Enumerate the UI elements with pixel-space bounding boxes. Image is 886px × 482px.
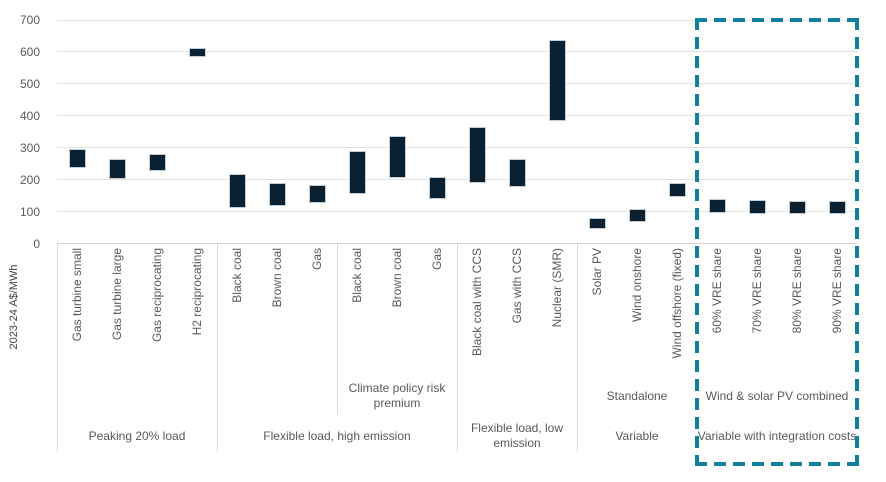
range-bar-9-gas (428, 177, 446, 200)
gridline-600 (57, 51, 857, 53)
category-label-7-black-coal: Black coal (350, 248, 364, 303)
range-bar-14-wind-onshore (628, 209, 646, 223)
range-bar-4-black-coal (228, 173, 246, 209)
group-label-peaking-20-load: Peaking 20% load (88, 428, 186, 443)
category-label-0-gas-turbine-small: Gas turbine small (70, 248, 84, 342)
range-bar-15-wind-offshore-fixed (668, 182, 686, 198)
y-tick-label-500: 500 (19, 76, 40, 91)
gridline-200 (57, 179, 857, 181)
category-label-2-gas-reciprocating: Gas reciprocating (150, 248, 164, 343)
range-bar-0-gas-turbine-small (68, 149, 86, 169)
group-label-flexible-load-high-emission: Flexible load, high emission (263, 428, 411, 443)
highlight-box-variable-integration (695, 18, 859, 466)
subgroup-label-climate-policy-risk-premium: Climate policy risk premium (348, 381, 446, 410)
range-bar-10-black-coal-with-ccs (468, 126, 486, 183)
category-label-11-gas-with-ccs: Gas with CCS (510, 248, 524, 324)
y-tick-label-0: 0 (33, 236, 40, 251)
axis-separator (57, 243, 58, 451)
range-bar-1-gas-turbine-large (108, 158, 126, 179)
category-label-8-brown-coal: Brown coal (390, 248, 404, 308)
gridline-100 (57, 211, 857, 213)
range-bar-5-brown-coal (268, 182, 286, 207)
range-bar-12-nuclear-smr (548, 40, 566, 121)
category-label-3-h2-reciprocating: H2 reciprocating (190, 248, 204, 336)
group-label-flexible-load-low-emission: Flexible load, low emission (470, 421, 564, 450)
range-bar-13-solar-pv (588, 217, 606, 229)
y-tick-label-600: 600 (19, 44, 40, 59)
range-bar-6-gas (308, 185, 326, 203)
category-label-1-gas-turbine-large: Gas turbine large (110, 248, 124, 341)
category-label-5-brown-coal: Brown coal (270, 248, 284, 308)
gridline-500 (57, 83, 857, 85)
y-axis-title: 2023-24 A$/MWh (8, 264, 20, 350)
category-label-9-gas: Gas (430, 248, 444, 271)
axis-separator (577, 243, 578, 451)
gridline-400 (57, 115, 857, 117)
range-bar-2-gas-reciprocating (148, 154, 166, 171)
category-label-14-wind-onshore: Wind onshore (630, 248, 644, 323)
group-label-variable: Variable (615, 428, 659, 443)
category-label-12-nuclear-smr: Nuclear (SMR) (550, 248, 564, 328)
gridline-700 (57, 19, 857, 21)
axis-subseparator (337, 243, 338, 414)
y-tick-label-300: 300 (19, 140, 40, 155)
range-bar-8-brown-coal (388, 135, 406, 178)
y-tick-label-700: 700 (19, 13, 40, 27)
axis-separator (217, 243, 218, 451)
axis-separator (457, 243, 458, 451)
category-label-15-wind-offshore-fixed: Wind offshore (fixed) (670, 248, 684, 359)
y-tick-label-100: 100 (19, 204, 40, 219)
subgroup-label-standalone: Standalone (606, 388, 668, 403)
category-label-4-black-coal: Black coal (230, 248, 244, 303)
category-label-6-gas: Gas (310, 248, 324, 271)
category-label-13-solar-pv: Solar PV (590, 248, 604, 296)
range-bar-11-gas-with-ccs (508, 159, 526, 187)
range-bar-7-black-coal (348, 150, 366, 194)
category-label-10-black-coal-with-ccs: Black coal with CCS (470, 248, 484, 357)
y-tick-label-400: 400 (19, 108, 40, 123)
gridline-300 (57, 147, 857, 149)
range-bar-3-h2-reciprocating (188, 48, 206, 57)
y-tick-label-200: 200 (19, 172, 40, 187)
